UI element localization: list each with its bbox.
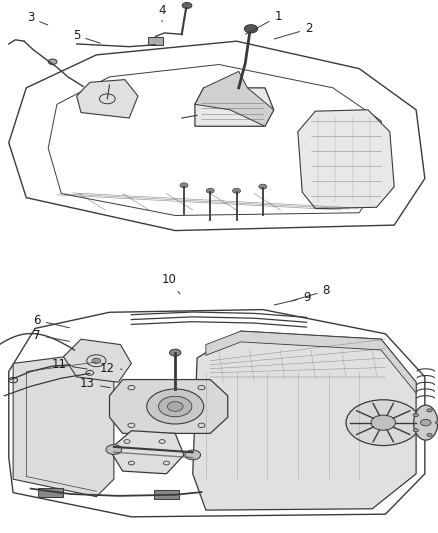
Circle shape xyxy=(182,3,192,9)
Circle shape xyxy=(206,188,214,193)
Polygon shape xyxy=(110,431,184,474)
Polygon shape xyxy=(298,110,394,208)
Text: 11: 11 xyxy=(52,358,87,372)
Circle shape xyxy=(92,358,101,364)
Circle shape xyxy=(185,450,201,460)
Polygon shape xyxy=(193,331,416,510)
Polygon shape xyxy=(13,353,114,497)
Bar xyxy=(148,36,163,45)
Text: 12: 12 xyxy=(100,362,122,375)
Circle shape xyxy=(371,415,396,430)
Text: 9: 9 xyxy=(274,291,311,305)
Text: 8: 8 xyxy=(292,284,330,301)
Circle shape xyxy=(413,414,418,417)
Text: 7: 7 xyxy=(33,329,70,342)
Bar xyxy=(38,488,63,497)
Text: 10: 10 xyxy=(161,273,180,294)
Text: 1: 1 xyxy=(246,10,282,34)
Circle shape xyxy=(180,183,188,188)
Text: 2: 2 xyxy=(274,22,313,39)
Text: 13: 13 xyxy=(80,377,110,390)
Circle shape xyxy=(346,400,420,446)
Circle shape xyxy=(147,389,204,424)
Circle shape xyxy=(167,402,183,411)
Circle shape xyxy=(170,349,181,356)
Circle shape xyxy=(159,396,192,417)
Circle shape xyxy=(106,445,122,455)
Polygon shape xyxy=(77,79,138,118)
Text: 5: 5 xyxy=(73,29,100,43)
Circle shape xyxy=(413,429,418,432)
Polygon shape xyxy=(206,331,416,393)
Circle shape xyxy=(259,184,267,189)
Bar xyxy=(154,490,179,499)
Text: 3: 3 xyxy=(27,11,48,25)
Circle shape xyxy=(48,59,57,64)
Polygon shape xyxy=(64,339,131,382)
Circle shape xyxy=(427,433,432,437)
Ellipse shape xyxy=(413,405,438,440)
Polygon shape xyxy=(110,379,228,433)
Circle shape xyxy=(420,419,431,426)
Polygon shape xyxy=(195,88,274,126)
Circle shape xyxy=(435,421,438,424)
Circle shape xyxy=(427,409,432,412)
Text: 6: 6 xyxy=(33,314,70,328)
Circle shape xyxy=(244,25,258,33)
Polygon shape xyxy=(195,71,274,126)
Text: 4: 4 xyxy=(158,4,166,22)
Circle shape xyxy=(233,188,240,193)
